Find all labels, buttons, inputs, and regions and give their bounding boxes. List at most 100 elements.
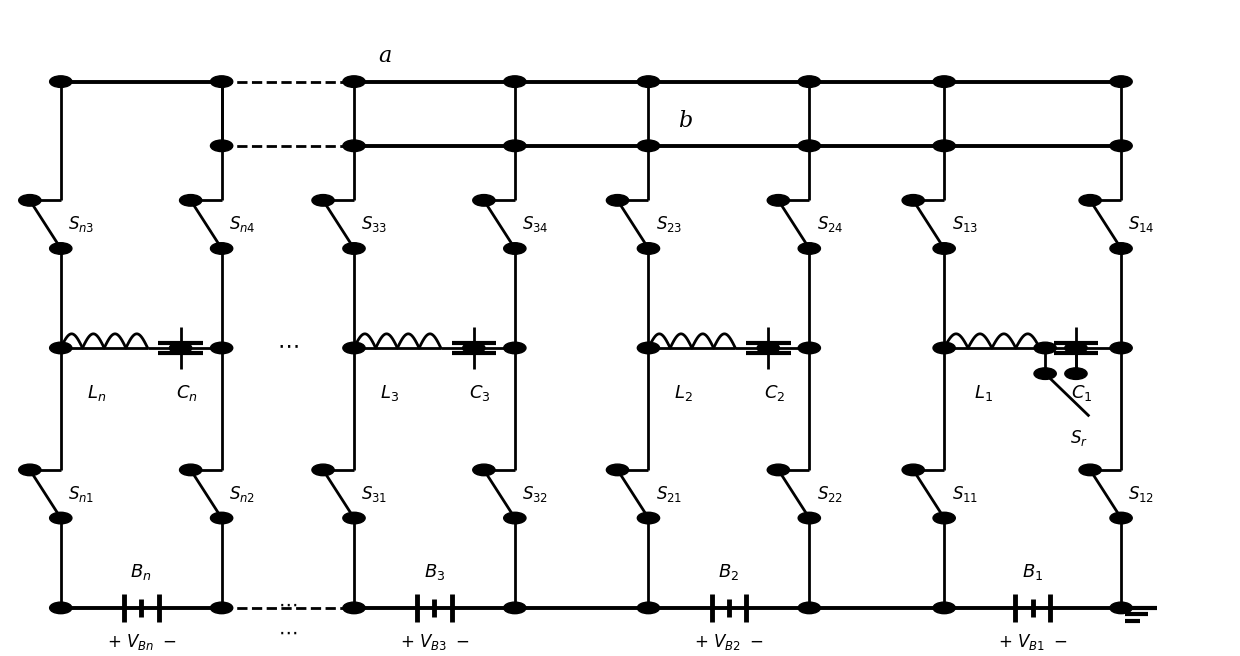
Text: $S_{12}$: $S_{12}$ — [1128, 484, 1154, 504]
Circle shape — [606, 464, 629, 476]
Text: $S_{n4}$: $S_{n4}$ — [229, 215, 255, 234]
Text: $S_{14}$: $S_{14}$ — [1128, 215, 1156, 234]
Circle shape — [799, 602, 821, 613]
Circle shape — [637, 512, 660, 524]
Text: $C_{2}$: $C_{2}$ — [764, 383, 785, 403]
Text: $S_{32}$: $S_{32}$ — [522, 484, 548, 504]
Text: $C_{1}$: $C_{1}$ — [1071, 383, 1092, 403]
Circle shape — [180, 464, 202, 476]
Circle shape — [637, 76, 660, 87]
Circle shape — [503, 342, 526, 354]
Circle shape — [768, 195, 790, 206]
Text: $S_{21}$: $S_{21}$ — [656, 484, 682, 504]
Circle shape — [50, 243, 72, 255]
Circle shape — [932, 243, 955, 255]
Circle shape — [758, 342, 780, 354]
Text: $\cdots$: $\cdots$ — [278, 596, 298, 614]
Circle shape — [637, 602, 660, 613]
Circle shape — [343, 76, 365, 87]
Circle shape — [932, 76, 955, 87]
Circle shape — [211, 140, 233, 152]
Circle shape — [1110, 512, 1132, 524]
Circle shape — [1065, 342, 1087, 354]
Circle shape — [799, 76, 821, 87]
Text: $S_r$: $S_r$ — [1070, 428, 1087, 448]
Circle shape — [1079, 195, 1101, 206]
Text: $+\ V_{B2}\ -$: $+\ V_{B2}\ -$ — [694, 632, 764, 652]
Circle shape — [312, 464, 335, 476]
Text: $L_{1}$: $L_{1}$ — [973, 383, 992, 403]
Circle shape — [799, 140, 821, 152]
Circle shape — [606, 195, 629, 206]
Circle shape — [1110, 140, 1132, 152]
Circle shape — [1065, 368, 1087, 379]
Circle shape — [799, 512, 821, 524]
Circle shape — [932, 140, 955, 152]
Circle shape — [799, 243, 821, 255]
Circle shape — [1110, 76, 1132, 87]
Circle shape — [1034, 368, 1056, 379]
Text: $S_{24}$: $S_{24}$ — [817, 215, 843, 234]
Circle shape — [463, 342, 485, 354]
Text: $+\ V_{B3}\ -$: $+\ V_{B3}\ -$ — [399, 632, 469, 652]
Text: $L_{3}$: $L_{3}$ — [379, 383, 399, 403]
Text: $S_{34}$: $S_{34}$ — [522, 215, 549, 234]
Text: $+\ V_{B1}\ -$: $+\ V_{B1}\ -$ — [998, 632, 1068, 652]
Text: $S_{n3}$: $S_{n3}$ — [68, 215, 94, 234]
Circle shape — [1079, 464, 1101, 476]
Text: $S_{n2}$: $S_{n2}$ — [229, 484, 255, 504]
Circle shape — [901, 195, 924, 206]
Circle shape — [343, 602, 365, 613]
Text: $S_{13}$: $S_{13}$ — [951, 215, 978, 234]
Circle shape — [50, 342, 72, 354]
Circle shape — [472, 195, 495, 206]
Circle shape — [211, 76, 233, 87]
Text: $C_{n}$: $C_{n}$ — [176, 383, 197, 403]
Circle shape — [932, 602, 955, 613]
Circle shape — [1110, 243, 1132, 255]
Circle shape — [637, 243, 660, 255]
Text: $B_{1}$: $B_{1}$ — [1022, 562, 1043, 583]
Text: $B_{3}$: $B_{3}$ — [424, 562, 445, 583]
Text: $S_{33}$: $S_{33}$ — [361, 215, 388, 234]
Circle shape — [19, 195, 41, 206]
Circle shape — [343, 140, 365, 152]
Text: $L_{2}$: $L_{2}$ — [675, 383, 693, 403]
Text: $S_{11}$: $S_{11}$ — [951, 484, 978, 504]
Circle shape — [637, 140, 660, 152]
Circle shape — [503, 602, 526, 613]
Circle shape — [503, 243, 526, 255]
Text: $B_{2}$: $B_{2}$ — [718, 562, 739, 583]
Circle shape — [503, 512, 526, 524]
Text: $\cdots$: $\cdots$ — [278, 623, 298, 642]
Circle shape — [1110, 602, 1132, 613]
Text: $+\ V_{Bn}\ -$: $+\ V_{Bn}\ -$ — [107, 632, 176, 652]
Circle shape — [211, 512, 233, 524]
Circle shape — [50, 602, 72, 613]
Circle shape — [503, 76, 526, 87]
Circle shape — [932, 342, 955, 354]
Circle shape — [343, 512, 365, 524]
Text: $S_{31}$: $S_{31}$ — [361, 484, 388, 504]
Circle shape — [180, 195, 202, 206]
Text: $S_{23}$: $S_{23}$ — [656, 215, 682, 234]
Circle shape — [1034, 342, 1056, 354]
Circle shape — [211, 342, 233, 354]
Circle shape — [343, 243, 365, 255]
Circle shape — [50, 76, 72, 87]
Circle shape — [637, 342, 660, 354]
Circle shape — [768, 464, 790, 476]
Text: $C_{3}$: $C_{3}$ — [469, 383, 491, 403]
Circle shape — [799, 342, 821, 354]
Text: a: a — [378, 45, 392, 68]
Circle shape — [170, 342, 192, 354]
Circle shape — [901, 464, 924, 476]
Circle shape — [472, 464, 495, 476]
Circle shape — [19, 464, 41, 476]
Text: $\cdots$: $\cdots$ — [277, 334, 299, 356]
Circle shape — [50, 512, 72, 524]
Text: $B_{n}$: $B_{n}$ — [130, 562, 153, 583]
Text: b: b — [678, 110, 693, 132]
Circle shape — [1110, 342, 1132, 354]
Circle shape — [211, 243, 233, 255]
